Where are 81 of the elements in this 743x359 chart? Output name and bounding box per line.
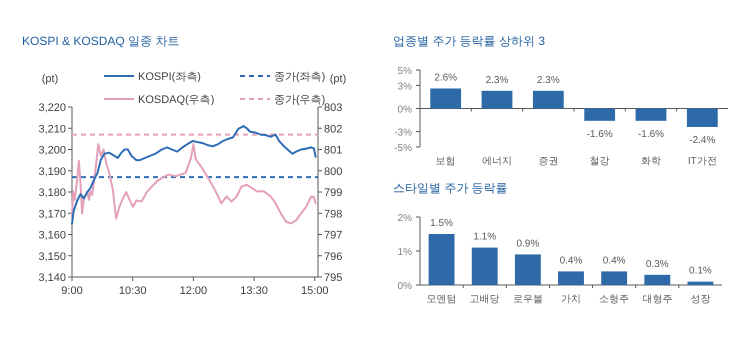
y2-tick-label: 801 — [324, 144, 342, 156]
x-tick-label: 15:00 — [301, 285, 329, 297]
x-tick-label: 모멘텀 — [426, 294, 457, 305]
chart-title: 업종별 주가 등락률 상하위 3 — [393, 34, 546, 48]
x-tick-label: IT가전 — [688, 156, 717, 167]
y-tick-label: 5% — [398, 66, 412, 77]
bar — [428, 234, 455, 285]
x-tick-label: 12:00 — [180, 285, 208, 297]
y2-tick-label: 802 — [324, 123, 342, 136]
x-tick-label: 성장 — [690, 294, 710, 305]
x-tick-label: 고배당 — [470, 294, 500, 305]
data-label: -1.6% — [638, 128, 664, 140]
bar — [558, 271, 584, 285]
data-label: -1.6% — [586, 128, 613, 140]
y2-tick-label: 798 — [324, 208, 342, 220]
line-series — [71, 125, 317, 225]
y-tick-label: 3,170 — [38, 208, 66, 220]
x-tick-label: 화학 — [641, 156, 661, 167]
x-tick-label: 소형주 — [599, 294, 630, 305]
bar — [514, 254, 541, 285]
y-tick-label: 3,220 — [38, 102, 66, 114]
chart-title: KOSPI & KOSDAQ 일중 차트 — [22, 34, 180, 48]
data-label: -2.4% — [689, 134, 716, 146]
data-label: 0.1% — [689, 266, 712, 277]
y-tick-label: 3,190 — [38, 166, 66, 178]
data-label: 0.3% — [646, 258, 669, 270]
data-label: 0.4% — [560, 255, 583, 266]
data-label: 1.5% — [430, 218, 454, 229]
line-series — [71, 143, 317, 224]
bar — [482, 90, 512, 108]
y-tick-label: 3,140 — [38, 272, 66, 284]
y-tick-label: -3% — [394, 128, 412, 139]
bar — [686, 108, 718, 127]
y2-tick-label: 797 — [324, 230, 342, 242]
y2-tick-label: 795 — [324, 272, 342, 284]
bar — [430, 88, 462, 108]
y-tick-label: 3,200 — [38, 144, 66, 156]
y-tick-label: 3,150 — [38, 250, 66, 263]
y2-axis-title: (pt) — [330, 73, 346, 85]
legend-label: 종가(우측) — [274, 94, 326, 106]
x-tick-label: 9:00 — [61, 285, 83, 297]
y-tick-label: 2% — [398, 213, 412, 224]
x-tick-label: 대형주 — [642, 294, 672, 305]
y-tick-label: 1% — [398, 247, 412, 258]
y2-tick-label: 799 — [324, 187, 342, 199]
data-label: 2.3% — [486, 74, 509, 86]
chart-title: 스타일별 주가 등락률 — [393, 181, 508, 195]
y-tick-label: 0% — [398, 104, 412, 116]
x-tick-label: 10:30 — [118, 285, 146, 297]
y-tick-label: 3,160 — [38, 230, 66, 242]
data-label: 1.1% — [473, 232, 496, 243]
x-tick-label: 증권 — [538, 156, 558, 167]
x-tick-label: 로우볼 — [512, 294, 543, 305]
legend-label: KOSPI(좌측) — [138, 71, 201, 83]
y-tick-label: 3,210 — [38, 123, 66, 136]
y2-tick-label: 800 — [324, 166, 342, 178]
bar — [601, 271, 628, 285]
y2-tick-label: 803 — [324, 102, 342, 114]
y-tick-label: -5% — [394, 143, 412, 154]
x-tick-label: 보험 — [436, 156, 456, 167]
bar — [644, 274, 670, 285]
data-label: 2.6% — [434, 72, 458, 84]
x-tick-label: 에너지 — [482, 156, 512, 167]
x-tick-label: 철강 — [590, 156, 610, 167]
bar — [532, 90, 564, 108]
x-tick-label: 13:30 — [240, 285, 268, 297]
legend-label: 종가(좌측) — [274, 71, 326, 83]
y-tick-label: 3% — [398, 81, 412, 92]
y-tick-label: 3,180 — [38, 187, 66, 199]
bar — [636, 108, 666, 121]
bar — [472, 248, 498, 285]
legend-label: KOSDAQ(우측) — [138, 94, 214, 106]
data-label: 0.4% — [602, 255, 626, 266]
x-tick-label: 가치 — [561, 294, 581, 305]
y2-tick-label: 796 — [324, 250, 342, 263]
y-tick-label: 0% — [398, 281, 412, 292]
bar — [584, 108, 616, 121]
bar — [687, 282, 714, 285]
data-label: 0.9% — [516, 238, 540, 250]
y-axis-title: (pt) — [42, 73, 58, 85]
data-label: 2.3% — [536, 74, 560, 86]
